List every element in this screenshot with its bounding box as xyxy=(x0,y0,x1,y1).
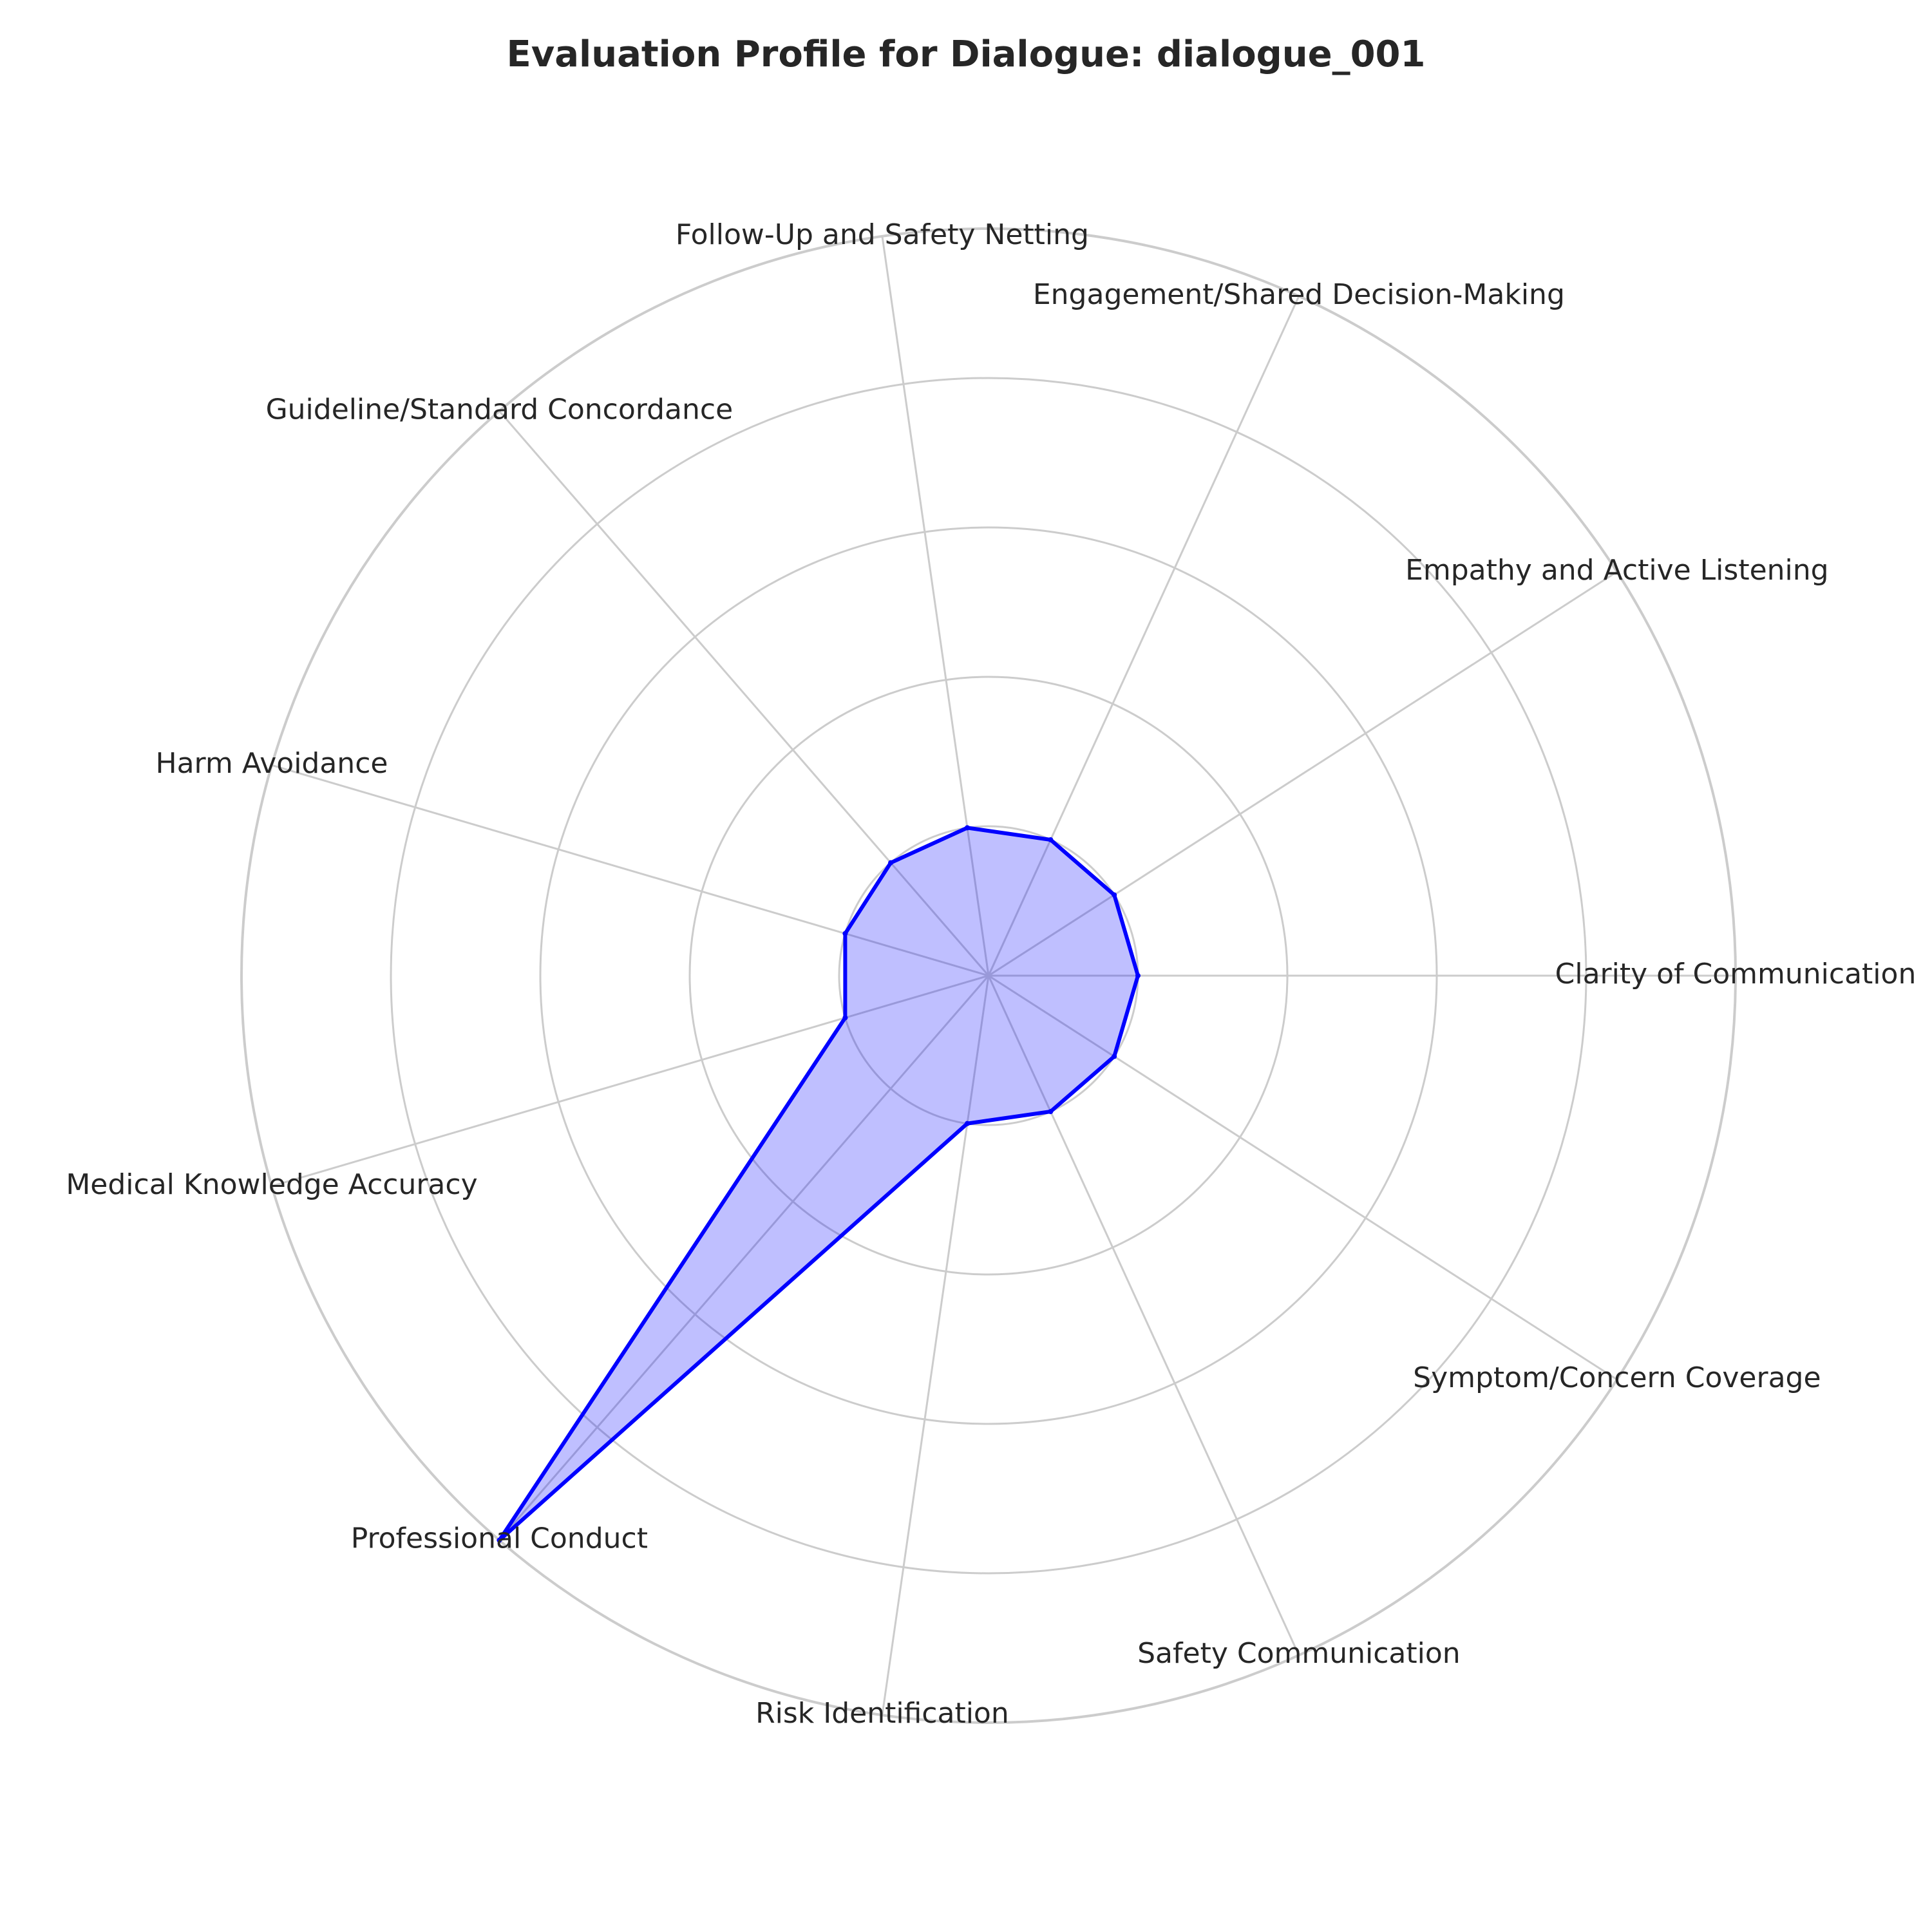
axis-label-1: Clarity of Communication xyxy=(1555,958,1917,990)
axis-label-6: Harm Avoidance xyxy=(156,747,388,780)
data-point-7 xyxy=(842,1015,848,1021)
axis-label-10: Safety Communication xyxy=(1137,1637,1461,1670)
axis-labels: Clarity of Communication Empathy and Acti… xyxy=(66,218,1916,1730)
spoke-11 xyxy=(988,974,1618,1381)
axis-label-4: Follow-Up and Safety Netting xyxy=(676,218,1089,251)
axis-label-5: Guideline/Standard Concordance xyxy=(266,393,734,426)
spoke-5 xyxy=(498,410,990,976)
axis-label-11: Symptom/Concern Coverage xyxy=(1413,1361,1821,1394)
data-point-4 xyxy=(964,825,970,831)
axis-label-9: Risk Identification xyxy=(755,1697,1009,1730)
spoke-3 xyxy=(987,296,1300,976)
spoke-8 xyxy=(498,975,990,1541)
spoke-2 xyxy=(988,571,1618,977)
series-line-1 xyxy=(497,826,1140,1542)
data-point-6 xyxy=(842,931,848,936)
axis-label-3: Engagement/Shared Decision-Making xyxy=(1033,278,1565,311)
chart-title: Evaluation Profile for Dialogue: dialogu… xyxy=(506,33,1426,75)
spoke-9 xyxy=(881,975,990,1716)
data-point-11 xyxy=(1112,1054,1117,1059)
series-fill-1 xyxy=(499,828,1138,1540)
axis-label-2: Empathy and Active Listening xyxy=(1405,554,1829,587)
data-point-9 xyxy=(964,1121,970,1126)
spoke-4 xyxy=(881,236,990,976)
axis-spokes xyxy=(271,236,1736,1716)
data-point-2 xyxy=(1112,892,1117,898)
data-point-8 xyxy=(497,1537,502,1543)
data-point-10 xyxy=(1048,1109,1054,1115)
spoke-6 xyxy=(271,764,989,977)
data-point-3 xyxy=(1048,837,1054,842)
axis-label-7: Medical Knowledge Accuracy xyxy=(66,1168,477,1201)
axis-label-8: Professional Conduct xyxy=(351,1522,648,1555)
spoke-10 xyxy=(987,975,1300,1656)
data-point-5 xyxy=(888,860,894,866)
data-point-1 xyxy=(1135,973,1141,978)
series-layer xyxy=(497,825,1141,1543)
spoke-7 xyxy=(271,974,989,1188)
